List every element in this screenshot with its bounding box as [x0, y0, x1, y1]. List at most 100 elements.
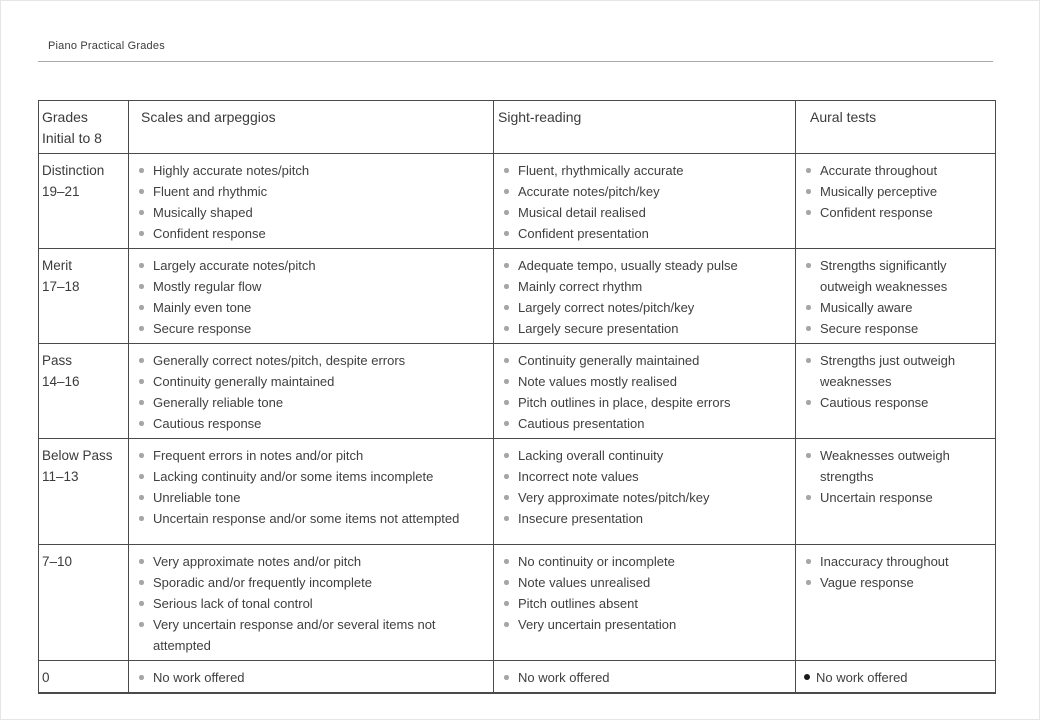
criteria-item: Unreliable tone	[137, 487, 489, 508]
criteria-item: Mainly correct rhythm	[502, 276, 791, 297]
document-header: Piano Practical Grades	[38, 36, 993, 62]
col-header-sight-reading: Sight-reading	[493, 100, 796, 154]
criteria-item: Inaccuracy throughout	[804, 551, 991, 572]
sight-reading-cell: Continuity generally maintained Note valu…	[493, 343, 796, 439]
criteria-item: Musically aware	[804, 297, 991, 318]
criteria-item: Pitch outlines absent	[502, 593, 791, 614]
criteria-item: Cautious response	[804, 392, 991, 413]
aural-cell: Inaccuracy throughout Vague response	[795, 544, 996, 661]
criteria-item: Very uncertain response and/or several i…	[137, 614, 489, 656]
criteria-item: Confident response	[137, 223, 489, 244]
criteria-item: Musically perceptive	[804, 181, 991, 202]
grade-cell: Distinction 19–21	[38, 153, 129, 249]
scales-cell: Frequent errors in notes and/or pitch Lac…	[128, 438, 494, 545]
sight-reading-cell: No continuity or incomplete Note values u…	[493, 544, 796, 661]
criteria-item: Continuity generally maintained	[502, 350, 791, 371]
criteria-item: Largely accurate notes/pitch	[137, 255, 489, 276]
grade-range: 17–18	[42, 279, 80, 294]
criteria-item: Cautious presentation	[502, 413, 791, 434]
criteria-item: Sporadic and/or frequently incomplete	[137, 572, 489, 593]
grades-criteria-table: Grades Initial to 8 Scales and arpeggios…	[38, 100, 996, 694]
criteria-item: Strengths significantly outweigh weaknes…	[804, 255, 991, 297]
criteria-item: Accurate throughout	[804, 160, 991, 181]
criteria-item: Insecure presentation	[502, 508, 791, 529]
criteria-item: Highly accurate notes/pitch	[137, 160, 489, 181]
col-header-grades-line1: Grades	[42, 109, 88, 125]
criteria-item: Mainly even tone	[137, 297, 489, 318]
criteria-item: Lacking continuity and/or some items inc…	[137, 466, 489, 487]
table-row: 0 No work offered No work offered No work o…	[38, 660, 996, 694]
grade-cell: 0	[38, 660, 129, 694]
grade-cell: Pass 14–16	[38, 343, 129, 439]
table-row: Pass 14–16 Generally correct notes/pitch, …	[38, 343, 996, 439]
grade-name: Below Pass	[42, 448, 113, 463]
table-row: Merit 17–18 Largely accurate notes/pitch Mo…	[38, 248, 996, 344]
criteria-item: Largely correct notes/pitch/key	[502, 297, 791, 318]
col-header-scales: Scales and arpeggios	[128, 100, 494, 154]
sight-reading-cell: No work offered	[493, 660, 796, 694]
criteria-item: Frequent errors in notes and/or pitch	[137, 445, 489, 466]
criteria-item: Musically shaped	[137, 202, 489, 223]
col-header-grades: Grades Initial to 8	[38, 100, 129, 154]
criteria-item: Continuity generally maintained	[137, 371, 489, 392]
scales-cell: Highly accurate notes/pitch Fluent and rh…	[128, 153, 494, 249]
criteria-item: Generally correct notes/pitch, despite e…	[137, 350, 489, 371]
criteria-item: Incorrect note values	[502, 466, 791, 487]
criteria-item: Strengths just outweigh weaknesses	[804, 350, 991, 392]
col-header-aural: Aural tests	[795, 100, 996, 154]
grade-name: Distinction	[42, 163, 105, 178]
criteria-item: Very approximate notes/pitch/key	[502, 487, 791, 508]
criteria-item: No work offered	[502, 667, 791, 688]
criteria-item: Adequate tempo, usually steady pulse	[502, 255, 791, 276]
criteria-item: Uncertain response and/or some items not…	[137, 508, 489, 529]
criteria-item: Note values mostly realised	[502, 371, 791, 392]
criteria-item: Musical detail realised	[502, 202, 791, 223]
sight-reading-cell: Lacking overall continuity Incorrect note…	[493, 438, 796, 545]
criteria-item: Vague response	[804, 572, 991, 593]
criteria-item: Accurate notes/pitch/key	[502, 181, 791, 202]
grade-cell: Merit 17–18	[38, 248, 129, 344]
criteria-item: Fluent, rhythmically accurate	[502, 160, 791, 181]
criteria-item: Pitch outlines in place, despite errors	[502, 392, 791, 413]
grade-range: 0	[42, 670, 50, 685]
header-row: Grades Initial to 8 Scales and arpeggios…	[38, 100, 996, 154]
aural-cell: Strengths significantly outweigh weaknes…	[795, 248, 996, 344]
scales-cell: No work offered	[128, 660, 494, 694]
criteria-item: Very approximate notes and/or pitch	[137, 551, 489, 572]
grade-range: 14–16	[42, 374, 80, 389]
criteria-item: Secure response	[804, 318, 991, 339]
sight-reading-cell: Fluent, rhythmically accurate Accurate no…	[493, 153, 796, 249]
col-header-grades-line2: Initial to 8	[42, 130, 102, 146]
table-row: Below Pass 11–13 Frequent errors in notes …	[38, 438, 996, 545]
scales-cell: Generally correct notes/pitch, despite e…	[128, 343, 494, 439]
grade-range: 19–21	[42, 184, 80, 199]
criteria-item: Uncertain response	[804, 487, 991, 508]
criteria-item: Lacking overall continuity	[502, 445, 791, 466]
aural-cell: Weaknesses outweigh strengths Uncertain r…	[795, 438, 996, 545]
aural-cell: Strengths just outweigh weaknesses Cautio…	[795, 343, 996, 439]
criteria-item: Mostly regular flow	[137, 276, 489, 297]
table-row: Distinction 19–21 Highly accurate notes/pi…	[38, 153, 996, 249]
scales-cell: Largely accurate notes/pitch Mostly regul…	[128, 248, 494, 344]
criteria-item: No work offered	[804, 667, 991, 688]
criteria-item: No continuity or incomplete	[502, 551, 791, 572]
criteria-item: Cautious response	[137, 413, 489, 434]
criteria-item: Confident presentation	[502, 223, 791, 244]
document-title: Piano Practical Grades	[48, 40, 165, 52]
criteria-item: No work offered	[137, 667, 489, 688]
grade-name: Pass	[42, 353, 73, 368]
criteria-item: Secure response	[137, 318, 489, 339]
criteria-item: Weaknesses outweigh strengths	[804, 445, 991, 487]
aural-cell: Accurate throughout Musically perceptive C…	[795, 153, 996, 249]
table-header: Grades Initial to 8 Scales and arpeggios…	[38, 100, 996, 154]
criteria-item: Largely secure presentation	[502, 318, 791, 339]
grade-name: Merit	[42, 258, 72, 273]
criteria-item: Fluent and rhythmic	[137, 181, 489, 202]
sight-reading-cell: Adequate tempo, usually steady pulse Main…	[493, 248, 796, 344]
table-row: 7–10 Very approximate notes and/or pitch S…	[38, 544, 996, 661]
criteria-item: Serious lack of tonal control	[137, 593, 489, 614]
criteria-item: Very uncertain presentation	[502, 614, 791, 635]
criteria-item: Generally reliable tone	[137, 392, 489, 413]
grade-range: 7–10	[42, 554, 73, 569]
